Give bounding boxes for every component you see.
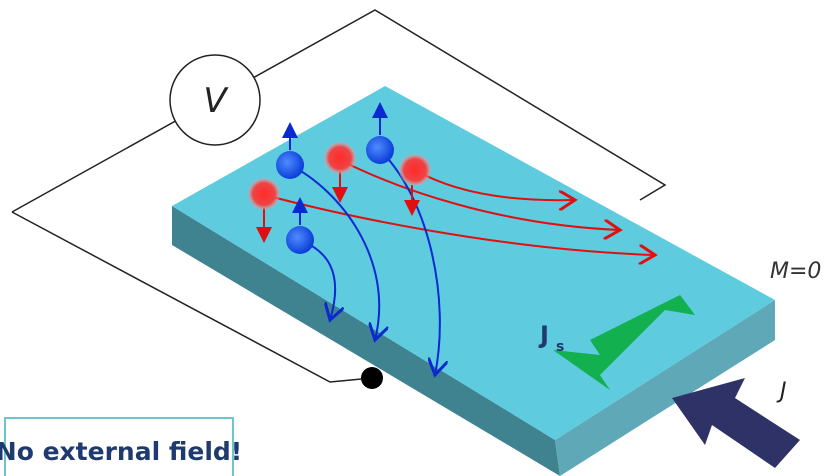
charge-current-label: J bbox=[776, 379, 787, 404]
spin-hall-diagram: V J s J M=0 No external field! bbox=[0, 0, 840, 476]
spin-current-label: J bbox=[538, 321, 549, 349]
voltmeter-label: V bbox=[203, 81, 229, 121]
page: V J s J M=0 No external field! (() => { … bbox=[0, 0, 840, 476]
spin-current-subscript: s bbox=[556, 339, 564, 355]
contact bbox=[361, 367, 383, 389]
banner-text: No external field! bbox=[0, 437, 242, 466]
magnetization-label: M=0 bbox=[770, 259, 821, 284]
